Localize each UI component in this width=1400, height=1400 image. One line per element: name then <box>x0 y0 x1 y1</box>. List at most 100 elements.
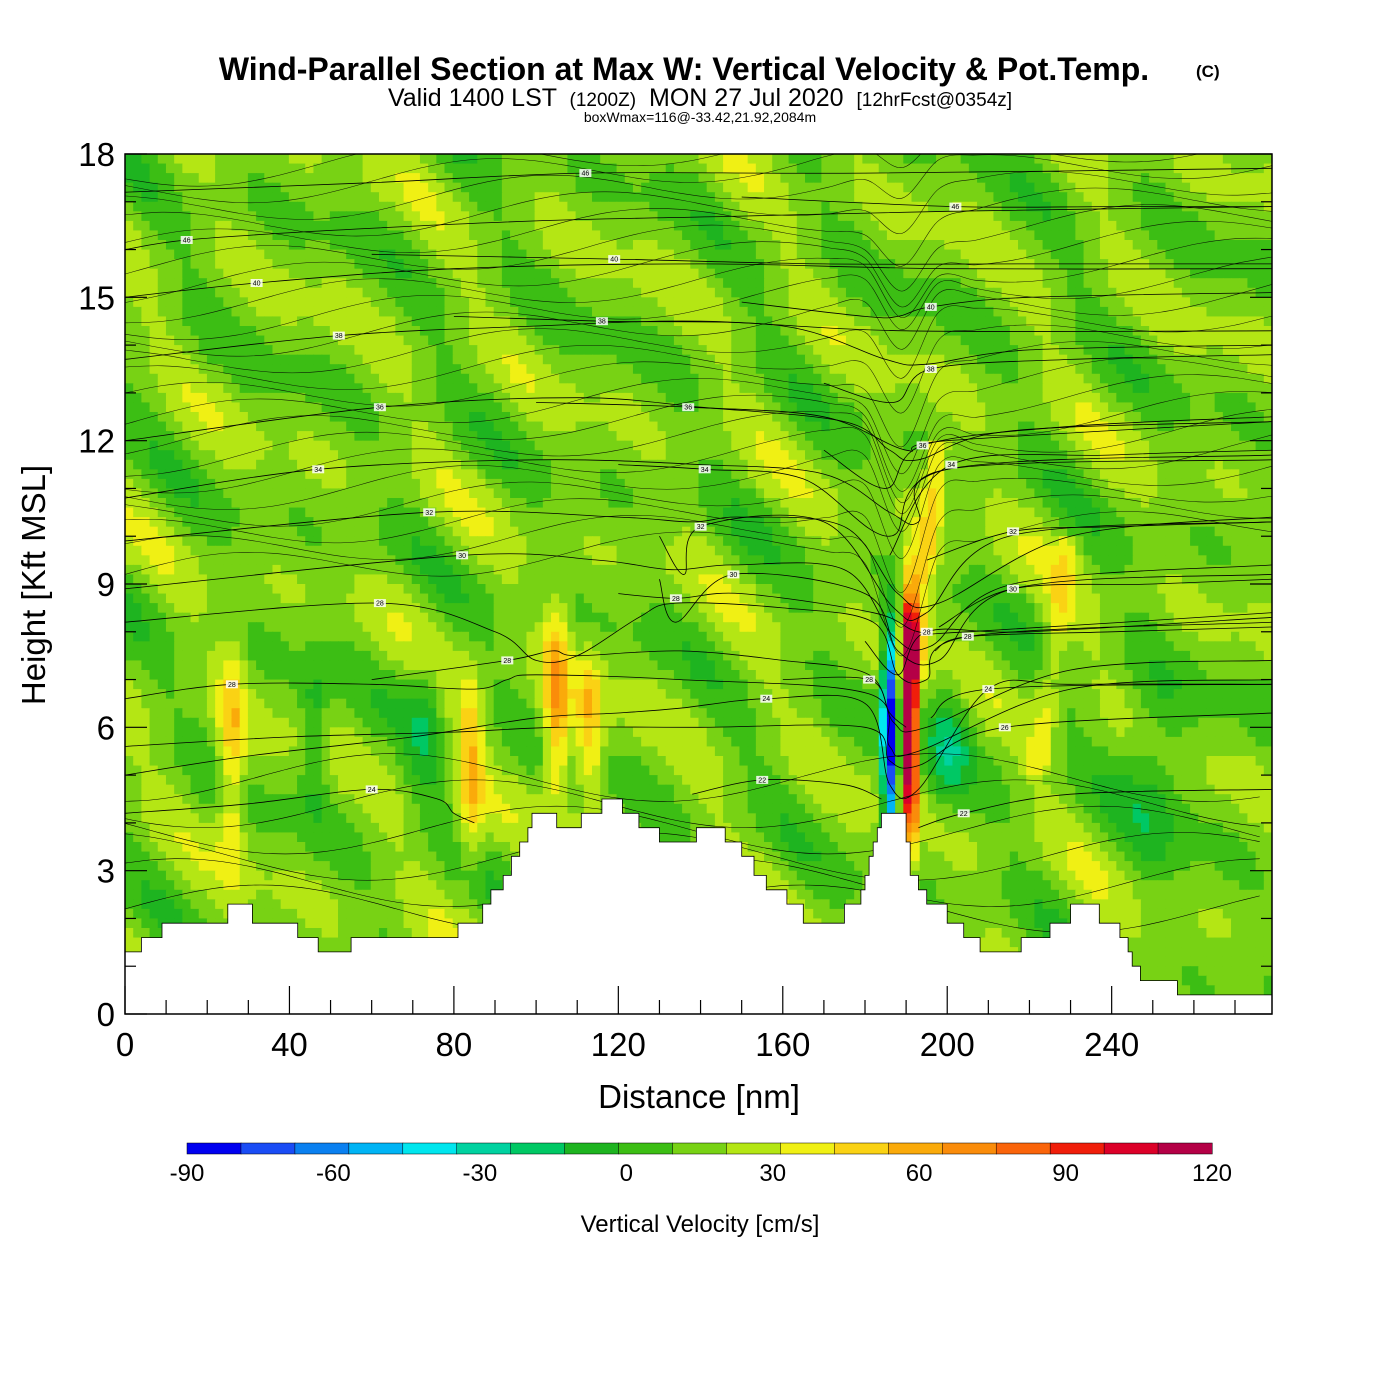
w-cell <box>993 173 1003 184</box>
w-cell <box>231 326 241 337</box>
w-cell <box>215 421 224 432</box>
w-cell <box>936 345 945 356</box>
w-cell <box>649 182 659 193</box>
w-cell <box>985 211 995 222</box>
w-cell <box>452 421 462 432</box>
w-cell <box>1009 182 1019 193</box>
w-cell <box>960 163 970 174</box>
w-cell <box>419 412 429 423</box>
w-cell <box>198 440 208 451</box>
w-cell <box>1034 268 1044 279</box>
w-cell <box>1181 154 1191 165</box>
w-cell <box>223 335 233 346</box>
w-cell <box>1173 297 1183 308</box>
w-cell <box>591 230 601 241</box>
w-cell <box>829 478 839 490</box>
w-cell <box>436 249 446 260</box>
w-cell <box>944 373 954 384</box>
w-cell <box>378 392 388 404</box>
w-cell <box>641 373 650 384</box>
w-cell <box>362 154 372 165</box>
w-cell <box>845 335 855 346</box>
w-cell <box>452 306 462 318</box>
w-cell <box>1018 459 1027 470</box>
w-cell <box>1124 182 1134 193</box>
w-cell <box>821 450 831 461</box>
w-cell <box>378 345 388 356</box>
w-cell <box>600 383 609 394</box>
w-cell <box>714 478 724 490</box>
w-cell <box>501 459 511 470</box>
w-cell <box>452 268 462 279</box>
w-cell <box>1181 230 1191 241</box>
w-cell <box>600 326 609 337</box>
w-cell <box>444 335 454 346</box>
w-cell <box>854 211 863 222</box>
w-cell <box>1067 240 1076 251</box>
w-cell <box>469 230 478 241</box>
w-cell <box>632 326 642 337</box>
w-cell <box>354 431 364 442</box>
w-cell <box>215 345 224 356</box>
w-cell <box>805 297 814 308</box>
w-cell <box>272 316 282 327</box>
w-cell <box>673 335 683 346</box>
w-cell <box>313 220 323 232</box>
w-cell <box>1124 211 1134 222</box>
w-cell <box>297 230 306 241</box>
w-cell <box>501 326 511 337</box>
w-cell <box>911 268 921 279</box>
w-cell <box>698 373 708 384</box>
w-cell <box>206 421 216 432</box>
w-cell <box>206 383 216 394</box>
w-cell <box>493 478 503 490</box>
w-cell <box>1116 182 1126 193</box>
w-cell <box>813 306 822 318</box>
w-cell <box>1206 450 1216 461</box>
w-cell <box>731 249 741 260</box>
w-cell <box>346 154 355 165</box>
w-cell <box>911 201 921 212</box>
w-cell <box>764 306 773 318</box>
w-cell <box>608 364 618 375</box>
w-cell <box>1009 412 1019 423</box>
w-cell <box>510 488 519 499</box>
w-cell <box>419 211 429 222</box>
w-cell <box>1255 431 1265 442</box>
w-cell <box>378 240 388 251</box>
w-cell <box>657 326 667 337</box>
w-cell <box>1263 173 1272 184</box>
w-cell <box>911 249 921 260</box>
w-cell <box>534 220 544 232</box>
w-cell <box>919 201 929 212</box>
w-cell <box>567 412 577 423</box>
w-cell <box>272 412 282 423</box>
w-cell <box>551 383 560 394</box>
w-cell <box>510 297 519 308</box>
w-cell <box>895 154 904 165</box>
w-cell <box>288 173 298 184</box>
w-cell <box>264 364 274 375</box>
w-cell <box>198 459 208 470</box>
w-cell <box>1075 278 1085 289</box>
w-cell <box>1099 173 1109 184</box>
w-cell <box>338 201 347 212</box>
w-cell <box>723 268 732 279</box>
w-cell <box>436 154 446 165</box>
w-cell <box>272 240 282 251</box>
w-cell <box>805 316 814 327</box>
w-cell <box>878 220 888 232</box>
w-cell <box>493 383 503 394</box>
w-cell <box>198 373 208 384</box>
w-cell <box>428 220 437 232</box>
w-cell <box>616 220 626 232</box>
w-cell <box>788 230 798 241</box>
w-cell <box>764 440 773 451</box>
w-cell <box>936 459 945 470</box>
w-cell <box>772 268 782 279</box>
w-cell <box>665 154 675 165</box>
w-cell <box>542 182 552 193</box>
w-cell <box>1034 402 1044 413</box>
w-cell <box>772 249 782 260</box>
w-cell <box>1198 412 1208 423</box>
